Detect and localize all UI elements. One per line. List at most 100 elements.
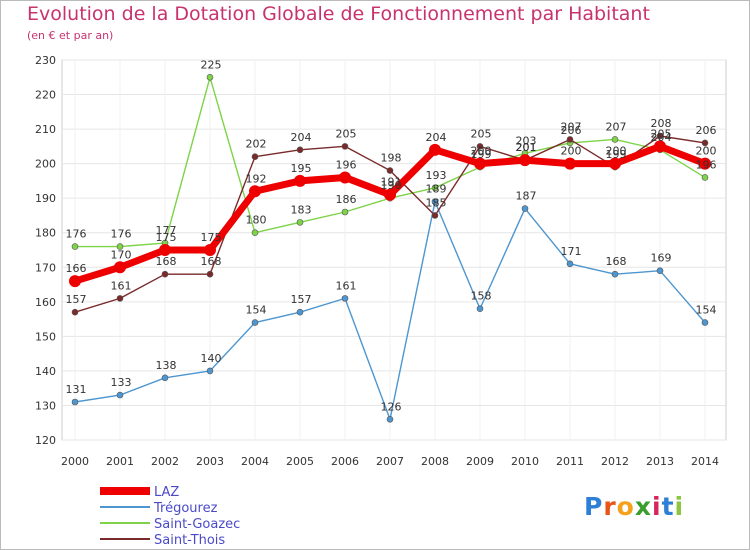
data-label: 192: [246, 172, 267, 185]
data-point: [474, 157, 486, 170]
data-point: [69, 275, 81, 288]
series-1: [71, 198, 709, 423]
data-point: [161, 270, 169, 278]
data-point: [206, 270, 214, 278]
logo-letter: P: [584, 492, 604, 521]
x-tick-label: 2000: [61, 455, 89, 468]
data-label: 176: [66, 228, 87, 241]
data-label: 168: [606, 255, 627, 268]
x-tick-label: 2004: [241, 455, 269, 468]
data-point: [296, 308, 304, 316]
data-label: 157: [291, 293, 312, 306]
x-tick-label: 2009: [466, 455, 494, 468]
data-point: [71, 243, 79, 250]
data-label: 205: [471, 127, 492, 140]
y-tick-label: 150: [35, 330, 56, 343]
data-point: [116, 295, 124, 302]
data-label: 200: [606, 145, 627, 158]
x-tick-label: 2013: [646, 455, 674, 468]
data-label: 225: [201, 58, 222, 71]
data-label: 131: [66, 383, 87, 396]
proxiti-logo: Proxiti: [584, 492, 684, 521]
y-axis: 120 130 140 150 160 170 180 190 200 210 220 230: [35, 54, 56, 447]
legend-label: Saint-Thois: [154, 533, 225, 548]
data-label: 200: [471, 145, 492, 158]
y-tick-label: 220: [35, 89, 56, 102]
data-point: [296, 146, 304, 154]
data-point: [654, 140, 666, 153]
data-label: 203: [516, 134, 537, 147]
data-label: 206: [696, 124, 717, 137]
x-tick-label: 2006: [331, 455, 359, 468]
data-label: 185: [426, 196, 447, 209]
data-label: 201: [516, 141, 537, 154]
x-tick-label: 2002: [151, 455, 179, 468]
x-tick-label: 2001: [106, 455, 134, 468]
data-label: 204: [426, 131, 447, 144]
series-lines: [69, 73, 711, 423]
data-point: [431, 184, 439, 192]
legend-item: Saint-Thois: [100, 533, 225, 548]
data-label: 205: [336, 127, 357, 140]
data-label: 168: [201, 255, 222, 268]
logo-letter: o: [616, 492, 635, 521]
data-label: 196: [696, 158, 717, 171]
x-tick-label: 2008: [421, 455, 449, 468]
data-point: [701, 139, 709, 147]
data-point: [519, 154, 531, 167]
legend-item: Trégourez: [100, 501, 218, 516]
data-point: [161, 374, 169, 382]
data-point: [476, 143, 484, 150]
data-label: 199: [471, 148, 492, 161]
data-point: [429, 143, 441, 156]
chart-title: Evolution de la Dotation Globale de Fonc…: [27, 3, 650, 25]
data-label: 158: [471, 290, 492, 303]
data-label: 133: [111, 376, 132, 389]
data-label: 198: [381, 152, 402, 165]
legend-item: Saint-Goazec: [100, 517, 240, 532]
data-point: [611, 136, 619, 143]
data-point: [206, 367, 214, 375]
y-tick-label: 200: [35, 158, 56, 171]
y-tick-label: 210: [35, 123, 56, 136]
data-point: [699, 157, 711, 170]
data-label: 191: [381, 176, 402, 189]
y-tick-label: 140: [35, 365, 56, 378]
data-label: 186: [336, 193, 357, 206]
data-point: [251, 229, 259, 237]
data-label: 175: [201, 231, 222, 244]
x-tick-label: 2011: [556, 455, 584, 468]
legend-label: LAZ: [154, 485, 179, 500]
data-labels: 166 170 175 175 192 195 196 191 204 200 201 200 200 2…: [66, 58, 717, 413]
data-point: [566, 136, 574, 143]
y-tick-label: 130: [35, 399, 56, 412]
data-point: [341, 208, 349, 216]
data-label: 207: [561, 120, 582, 133]
data-label: 202: [246, 138, 267, 151]
data-point: [476, 305, 484, 313]
y-tick-label: 170: [35, 261, 56, 274]
data-label: 161: [111, 279, 132, 292]
data-point: [611, 270, 619, 278]
logo-letter: i: [652, 492, 662, 521]
data-point: [656, 132, 664, 140]
data-label: 126: [381, 400, 402, 413]
data-label: 161: [336, 279, 357, 292]
data-label: 170: [111, 248, 132, 261]
data-label: 193: [426, 169, 447, 182]
grid-lines: [62, 59, 726, 441]
data-label: 171: [561, 245, 582, 258]
data-point: [206, 73, 214, 81]
x-tick-label: 2010: [511, 455, 539, 468]
logo-letter: x: [634, 492, 652, 521]
data-point: [116, 391, 124, 399]
data-point: [296, 219, 304, 226]
data-point: [656, 267, 664, 275]
data-point: [341, 143, 349, 150]
data-point: [341, 295, 349, 302]
series-0: [69, 140, 711, 288]
chart-subtitle: (en € et par an): [27, 29, 114, 42]
data-label: 201: [516, 141, 537, 154]
data-label: 183: [291, 203, 312, 216]
data-label: 154: [696, 304, 717, 317]
